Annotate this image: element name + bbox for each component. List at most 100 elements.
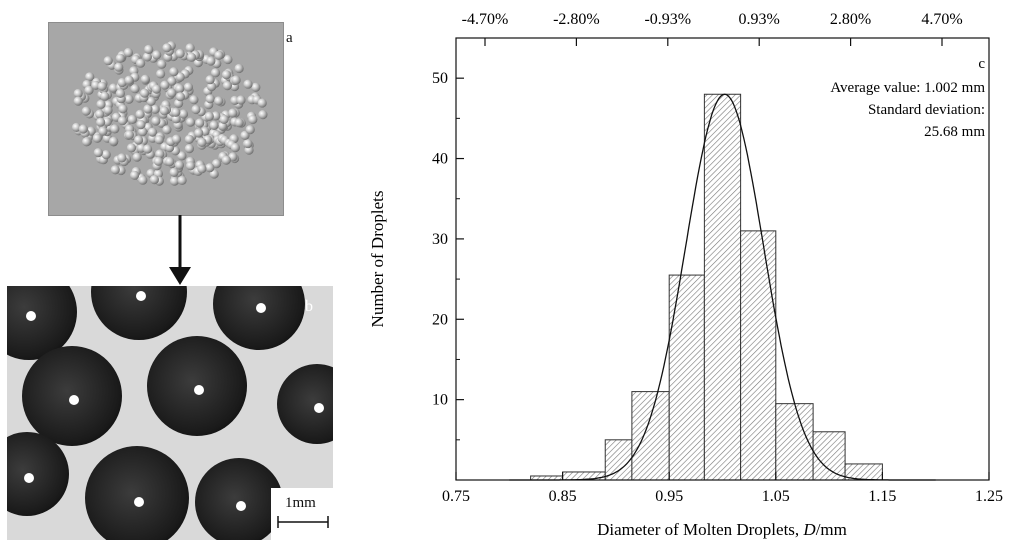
droplet-sphere — [100, 91, 110, 101]
specular-highlight — [26, 311, 36, 321]
droplet-sphere — [174, 160, 184, 170]
droplet-sphere — [155, 149, 165, 159]
droplet-sphere — [146, 96, 156, 106]
histogram-bar-5 — [668, 274, 705, 481]
droplet-sphere — [221, 70, 232, 80]
droplet-sphere — [209, 120, 219, 130]
x-tick-label: 0.75 — [442, 488, 470, 505]
droplet-sphere-large — [91, 286, 187, 340]
droplet-sphere — [231, 75, 241, 85]
droplet-sphere — [162, 43, 172, 53]
droplet-size-histogram: 0.75 0.85 0.95 1.05 1.15 1.25 10 20 30 40 50 -4.7… — [368, 11, 1003, 539]
x-axis-label-unit: /mm — [816, 520, 847, 539]
histogram-bar-7 — [740, 230, 777, 481]
histogram-bars — [530, 93, 883, 481]
droplet-sphere — [82, 137, 92, 147]
droplet-sphere — [167, 76, 177, 86]
droplet-sphere — [142, 52, 152, 62]
droplet-sphere — [97, 81, 107, 91]
droplet-sphere — [144, 44, 154, 54]
droplet-sphere — [165, 157, 175, 167]
droplet-sphere — [197, 164, 207, 174]
droplet-sphere — [243, 79, 253, 89]
droplet-sphere — [154, 135, 164, 145]
droplet-sphere — [169, 167, 179, 177]
droplet-sphere — [124, 75, 134, 85]
droplet-sphere — [171, 134, 182, 144]
specular-highlight — [24, 473, 34, 483]
droplet-sphere — [126, 143, 137, 153]
droplet-sphere-large — [7, 286, 77, 360]
specular-highlight — [136, 291, 146, 301]
droplet-sphere — [236, 95, 246, 105]
droplet-sphere — [185, 161, 196, 171]
droplet-sphere — [96, 117, 106, 127]
droplet-sphere — [234, 63, 244, 74]
droplet-sphere — [151, 84, 162, 94]
droplet-cluster — [71, 41, 268, 186]
droplet-sphere — [228, 108, 238, 118]
histogram-bar-4 — [631, 391, 670, 481]
droplet-sphere-large — [213, 286, 305, 350]
droplet-sphere — [205, 75, 215, 85]
droplet-sphere — [191, 104, 201, 115]
droplet-sphere — [140, 74, 150, 84]
droplet-sphere — [127, 114, 137, 124]
droplet-sphere — [177, 175, 187, 185]
droplet-sphere — [78, 124, 88, 134]
top-tick-label: -4.70% — [462, 11, 509, 28]
droplet-sphere — [130, 84, 140, 94]
y-tick-label: 10 — [432, 392, 448, 409]
droplet-sphere — [156, 69, 166, 79]
droplet-closeup — [7, 286, 333, 540]
droplet-sphere — [138, 175, 148, 185]
droplet-sphere — [102, 117, 112, 127]
droplet-sphere — [211, 111, 221, 121]
histogram-bar-3 — [604, 439, 633, 481]
scale-bar-box: 1mm — [271, 488, 333, 540]
droplet-sphere — [117, 116, 128, 126]
droplet-sphere — [81, 106, 91, 116]
x-tick-label: 0.85 — [549, 488, 577, 505]
droplet-sphere — [194, 128, 204, 138]
droplet-sphere — [147, 127, 158, 137]
specular-highlight — [69, 395, 79, 405]
scale-bar-label: 1mm — [285, 495, 316, 511]
droplet-sphere — [114, 62, 124, 72]
droplet-sphere — [189, 95, 199, 105]
droplet-sphere — [85, 72, 95, 82]
x-axis-label-var: D — [802, 520, 816, 539]
droplet-sphere — [169, 67, 179, 77]
droplet-sphere — [184, 144, 194, 154]
droplet-sphere — [115, 88, 125, 98]
droplet-sphere — [150, 104, 160, 114]
arrow-down-icon — [169, 215, 191, 285]
droplet-sphere-large — [277, 364, 333, 444]
droplet-sphere — [149, 175, 159, 185]
droplet-sphere — [219, 114, 229, 124]
x-axis-ticks: 0.75 0.85 0.95 1.05 1.15 1.25 — [442, 472, 1003, 505]
droplet-sphere — [135, 109, 145, 119]
droplet-sphere — [138, 127, 148, 137]
top-tick-label: -0.93% — [644, 11, 691, 28]
droplet-sphere — [223, 54, 233, 65]
droplet-sphere — [185, 117, 196, 127]
droplet-aggregate-photo — [48, 22, 284, 216]
x-tick-label: 1.05 — [762, 488, 790, 505]
top-tick-label: 4.70% — [921, 11, 962, 28]
x-axis-label-prefix: Diameter of Molten Droplets, — [597, 520, 803, 539]
droplet-sphere — [195, 118, 205, 128]
droplet-sphere — [214, 50, 224, 60]
droplet-sphere — [124, 94, 134, 104]
droplet-sphere — [184, 134, 194, 144]
y-tick-label: 20 — [432, 311, 448, 328]
droplet-sphere — [92, 133, 102, 143]
droplet-sphere — [186, 52, 197, 62]
droplet-sphere — [175, 92, 185, 102]
droplet-sphere — [248, 114, 258, 125]
histogram-bar-9 — [812, 431, 846, 481]
panel-c-label: c — [978, 56, 985, 72]
droplet-sphere — [222, 81, 232, 91]
droplet-sphere — [130, 170, 140, 180]
specular-highlight — [256, 303, 266, 313]
